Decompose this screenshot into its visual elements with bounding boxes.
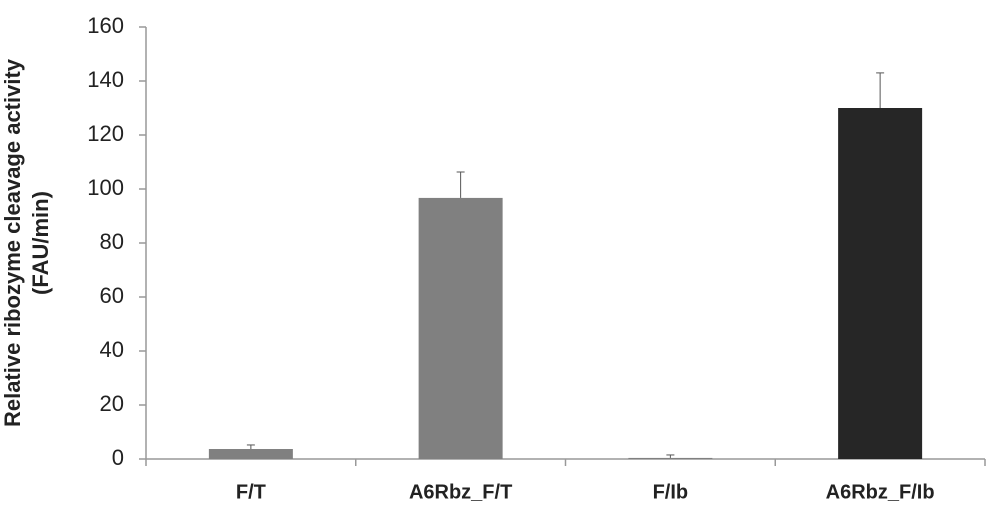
bar	[628, 457, 713, 459]
error-bar	[876, 72, 885, 108]
x-tick-label: A6Rbz_F/Ib	[826, 481, 935, 503]
bar	[838, 108, 923, 459]
x-tick-label: F/Ib	[653, 481, 689, 503]
bar	[418, 197, 503, 459]
y-tick-label: 20	[100, 391, 124, 416]
y-axis-title-line: Relative ribozyme cleavage activity	[0, 58, 25, 427]
y-tick-label: 40	[100, 337, 124, 362]
y-tick-label: 100	[87, 175, 124, 200]
y-axis-title: Relative ribozyme cleavage activity (FAU…	[0, 58, 53, 427]
error-bar	[666, 454, 675, 458]
x-tick-label: F/T	[236, 481, 266, 503]
error-bar	[246, 444, 255, 450]
y-tick-label: 160	[87, 13, 124, 38]
y-tick-label: 0	[112, 445, 124, 470]
y-axis-title-line: (FAU/min)	[28, 191, 53, 295]
x-tick-label: A6Rbz_F/T	[409, 481, 512, 503]
y-tick-label: 80	[100, 229, 124, 254]
bar	[208, 449, 293, 459]
y-tick-label: 120	[87, 121, 124, 146]
y-tick-label: 60	[100, 283, 124, 308]
error-bar	[456, 171, 465, 198]
y-tick-label: 140	[87, 67, 124, 92]
